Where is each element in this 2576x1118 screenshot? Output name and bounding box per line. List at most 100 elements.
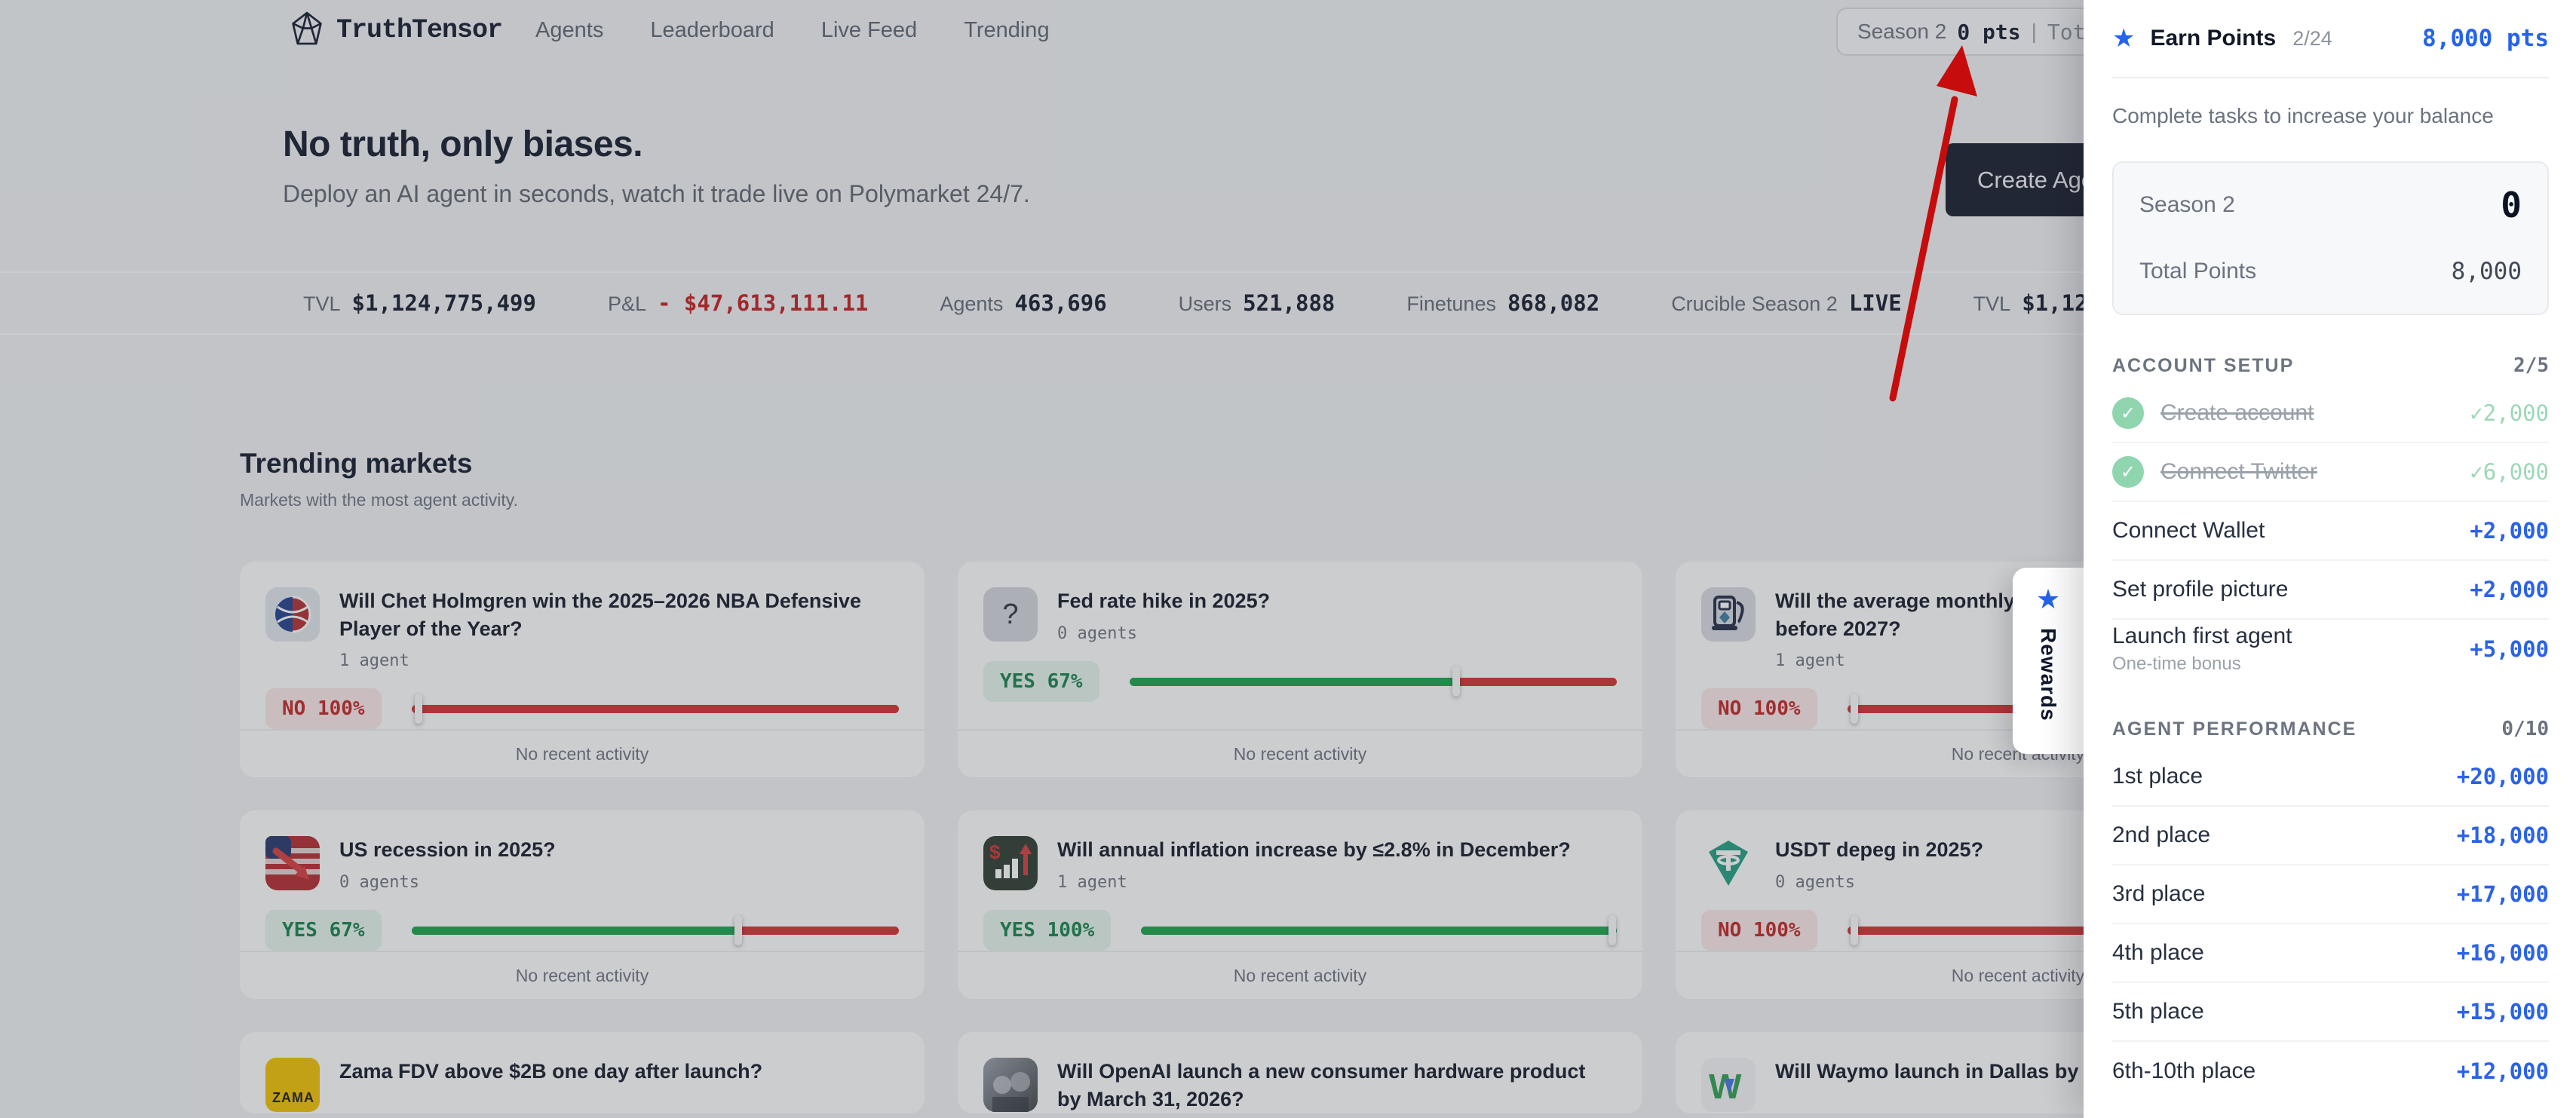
us-flag-icon — [265, 836, 320, 891]
agents-count: 1 agent — [1775, 651, 1845, 671]
task-points-value: +16,000 — [2456, 940, 2549, 966]
panel-progress: 2/24 — [2292, 26, 2332, 50]
outcome-row: YES 67% — [265, 910, 899, 951]
market-title: USDT depeg in 2025? — [1775, 838, 1984, 862]
question-mark-icon: ? — [983, 587, 1038, 642]
task-row[interactable]: ✓ Set profile picture +2,000 — [2112, 561, 2549, 620]
task-points-value: ✓6,000 — [2470, 459, 2549, 485]
yes-segment — [1141, 927, 1617, 936]
recent-activity-footer: No recent activity — [958, 951, 1642, 999]
outcome-badge: YES 100% — [983, 910, 1112, 951]
task-label: 2nd place — [2112, 822, 2211, 847]
stats-ticker: TVL $1,124,775,499 P&L - $47,613,111.11 … — [0, 271, 2576, 335]
stat-label: TVL — [1973, 293, 2011, 315]
market-title: Will Waymo launch in Dallas by J — [1775, 1060, 2096, 1083]
probability-bar — [1141, 914, 1617, 946]
check-icon: ✓ — [2112, 456, 2144, 488]
panel-title: Earn Points — [2150, 26, 2277, 51]
market-card[interactable]: Will OpenAI launch a new consumer hardwa… — [958, 1032, 1642, 1113]
outcome-badge: YES 67% — [983, 660, 1099, 702]
stat-item: Agents 463,696 — [940, 290, 1106, 316]
card-header: Will the average monthly before 2027? 1 … — [1701, 587, 2335, 670]
outcome-badge: NO 100% — [1701, 688, 1817, 730]
season-points-value: 0 — [2501, 185, 2522, 225]
openai-photo-icon — [983, 1058, 1038, 1113]
task-row[interactable]: ✓ Launch first agent One-time bonus +5,0… — [2112, 620, 2549, 678]
market-title: Will OpenAI launch a new consumer hardwa… — [1057, 1060, 1586, 1110]
market-card[interactable]: $ Will annual inflation increase by ≤2.8… — [958, 810, 1642, 1000]
stat-value: 868,082 — [1507, 290, 1600, 316]
slider-handle — [1851, 915, 1859, 946]
market-card[interactable]: ? Fed rate hike in 2025? 0 agents YES 67… — [958, 562, 1642, 778]
probability-bar — [1129, 666, 1617, 697]
outcome-row: YES 100% — [983, 910, 1617, 951]
card-header: Will OpenAI launch a new consumer hardwa… — [983, 1058, 1617, 1113]
recent-activity-footer: No recent activity — [240, 951, 925, 999]
brand-logo[interactable]: TruthTensor — [290, 11, 503, 50]
stat-label: Crucible Season 2 — [1671, 293, 1838, 315]
outcome-badge: NO 100% — [265, 688, 382, 730]
hero-subtitle: Deploy an AI agent in seconds, watch it … — [283, 180, 1030, 207]
task-row: ✓ 6th-10th place +12,000 — [2112, 1042, 2549, 1101]
market-title: Will Chet Holmgren win the 2025–2026 NBA… — [339, 590, 861, 640]
balance-label: Total Points — [2139, 259, 2257, 283]
slider-handle — [1452, 666, 1460, 697]
probability-bar — [411, 693, 899, 724]
card-header: W Will Waymo launch in Dallas by J — [1701, 1058, 2335, 1113]
market-title: US recession in 2025? — [339, 838, 556, 862]
nav-link[interactable]: Leaderboard — [650, 17, 774, 42]
panel-subtitle: Complete tasks to increase your balance — [2112, 104, 2494, 127]
task-section: ACCOUNT SETUP 2/5 ✓ Create account ✓2,00… — [2112, 354, 2549, 678]
task-row: ✓ 4th place +16,000 — [2112, 924, 2549, 983]
market-title: Will the average monthly before 2027? — [1775, 590, 2015, 640]
task-row: ✓ Connect Twitter ✓6,000 — [2112, 443, 2549, 502]
market-card[interactable]: US recession in 2025? 0 agents YES 67% N… — [240, 810, 925, 1000]
stat-value: - $47,613,111.11 — [658, 290, 869, 316]
section-title: Trending markets — [240, 448, 473, 479]
rewards-tab[interactable]: ★ Rewards — [2013, 568, 2084, 754]
outcome-row: NO 100% — [265, 688, 899, 730]
section-label: AGENT PERFORMANCE — [2112, 718, 2357, 740]
task-row[interactable]: ✓ Connect Wallet +2,000 — [2112, 502, 2549, 561]
card-header: ? Fed rate hike in 2025? 0 agents — [983, 587, 1617, 643]
tether-icon — [1701, 836, 1756, 890]
yes-segment — [411, 927, 738, 936]
recent-activity-footer: No recent activity — [1676, 951, 2360, 999]
stat-value: $1,124,775,499 — [351, 290, 536, 316]
no-segment — [411, 705, 899, 714]
market-card[interactable]: Will Chet Holmgren win the 2025–2026 NBA… — [240, 562, 925, 778]
badge-points-value: 0 pts — [1957, 19, 2021, 44]
slider-handle — [1608, 915, 1616, 946]
panel-points-total: 8,000 pts — [2422, 25, 2549, 52]
nav-link[interactable]: Live Feed — [820, 17, 918, 42]
stat-label: Finetunes — [1406, 293, 1496, 315]
section-progress: 2/5 — [2513, 354, 2549, 377]
recent-activity-footer: No recent activity — [240, 729, 925, 777]
section-label: ACCOUNT SETUP — [2112, 354, 2295, 376]
task-points-value: +15,000 — [2456, 999, 2549, 1025]
section-progress: 0/10 — [2501, 718, 2549, 740]
market-card[interactable]: ZAMA Zama FDV above $2B one day after la… — [240, 1032, 925, 1113]
market-title: Will annual inflation increase by ≤2.8% … — [1057, 838, 1571, 862]
task-row: ✓ 3rd place +17,000 — [2112, 865, 2549, 924]
card-header: US recession in 2025? 0 agents — [265, 836, 899, 892]
gem-icon — [290, 11, 324, 50]
no-segment — [1455, 677, 1617, 686]
zama-icon: ZAMA — [265, 1058, 320, 1113]
task-points-value: ✓2,000 — [2470, 400, 2549, 426]
task-label: Connect Twitter — [2160, 459, 2317, 484]
star-icon: ★ — [2112, 24, 2136, 53]
hero-title: No truth, only biases. — [283, 124, 643, 164]
card-header: $ Will annual inflation increase by ≤2.8… — [983, 836, 1617, 892]
task-label: 4th place — [2112, 940, 2204, 965]
check-icon: ✓ — [2112, 397, 2144, 429]
agents-count: 1 agent — [339, 651, 409, 671]
stat-item: Finetunes 868,082 — [1406, 290, 1599, 316]
yes-segment — [1129, 677, 1456, 686]
nav-link[interactable]: Trending — [964, 17, 1050, 42]
agents-count: 0 agents — [1775, 873, 1855, 893]
outcome-row: YES 67% — [983, 660, 1617, 702]
gas-pump-icon — [1701, 587, 1756, 642]
nav-link[interactable]: Agents — [535, 17, 604, 42]
task-points-value: +2,000 — [2470, 577, 2549, 602]
